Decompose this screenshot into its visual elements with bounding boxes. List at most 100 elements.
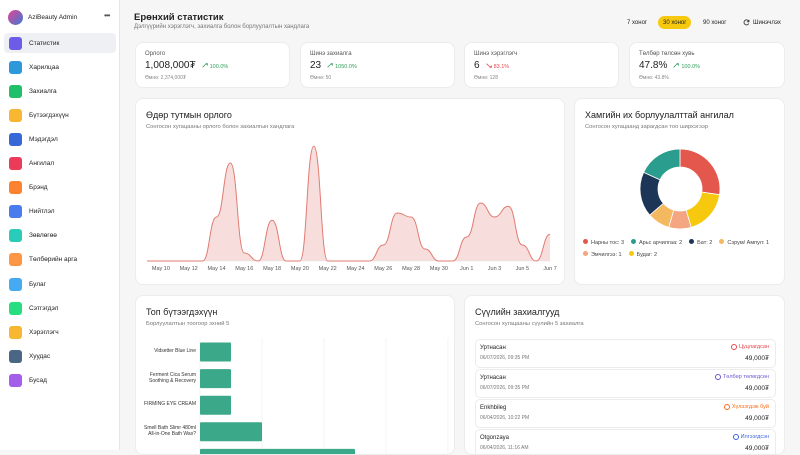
menu-item[interactable]: Мэдэгдэл	[4, 129, 116, 149]
legend-label: Нарны тос	[591, 240, 621, 246]
order-item[interactable]: Otgonzaya 06/04/2026, 11:16 AM Илгээгдсэн 4…	[475, 429, 776, 454]
more-button[interactable]: •••	[104, 11, 110, 20]
menu-item[interactable]: Захиалга	[4, 81, 116, 101]
refresh-button[interactable]: Шинэчлэх	[738, 16, 786, 29]
range-button[interactable]: 7 хоног	[627, 19, 648, 26]
sidebar: AziBeauty Admin ••• Статистик Харилцаа Зах…	[0, 0, 120, 450]
order-item[interactable]: Уртнасан 06/07/2026, 09:35 PM Цуцлагдсан 49…	[475, 339, 776, 368]
menu-item[interactable]: Ангилал	[4, 154, 116, 174]
menu-item[interactable]: Бүтээгдэхүүн	[4, 105, 116, 125]
menu-label: Төлбөрийн арга	[29, 256, 78, 264]
kpi-previous: Өмнө: 128	[474, 75, 498, 81]
kpi-card: Шинэ хэрэглэгч 6 83.1% Өмнө: 128	[464, 42, 619, 88]
legend-item: Эмчилгээ1	[583, 251, 622, 258]
x-tick-label: May 22	[319, 266, 337, 272]
range-button[interactable]: 90 хоног	[703, 19, 727, 26]
legend-item: Сэрум/ Ампул1	[719, 239, 769, 246]
menu-label: Сэтгэгдэл	[29, 304, 59, 312]
kpi-previous: Өмнө: 43.8%	[639, 75, 669, 81]
menu-item[interactable]: Статистик	[4, 33, 116, 53]
legend-value: 1	[618, 252, 622, 258]
menu-item[interactable]: Хуудас	[4, 346, 116, 366]
legend-value: 1	[766, 240, 770, 246]
card-subtitle: Сонгосон хугацааны сүүлийн 5 захиалга	[475, 321, 584, 327]
kpi-card: Орлого 1,008,000₮ 100.0% Өмнө: 2,374,000₮	[135, 42, 290, 88]
x-tick-label: May 24	[346, 266, 364, 272]
menu-item[interactable]: Булаг	[4, 274, 116, 294]
menu-item[interactable]: Хэрэглэгч	[4, 322, 116, 342]
kpi-change: 1050.0%	[327, 63, 357, 70]
menu-icon	[9, 373, 22, 387]
legend-label: Сэрум/ Ампул	[727, 240, 766, 246]
menu-item[interactable]: Нийтлэл	[4, 202, 116, 222]
x-tick-label: May 14	[207, 266, 225, 272]
kpi-previous: Өмнө: 2,374,000₮	[145, 75, 186, 81]
legend-swatch	[583, 251, 588, 256]
menu-item[interactable]: Төлбөрийн арга	[4, 250, 116, 270]
range-button[interactable]: 30 хоног	[658, 16, 692, 29]
status-icon	[714, 374, 721, 380]
menu-label: Хуудас	[29, 352, 51, 360]
legend-label: Арьс арчилгаа	[639, 240, 679, 246]
legend-swatch	[689, 239, 695, 244]
menu-item[interactable]: Брэнд	[4, 178, 116, 198]
legend-label: Эмчилгээ	[591, 252, 619, 258]
menu-item[interactable]: Харилцаа	[4, 57, 116, 77]
trend-icon	[201, 63, 208, 68]
status-icon	[723, 404, 730, 410]
x-tick-label: May 16	[235, 266, 253, 272]
kpi-card: Шинэ захиалга 23 1050.0% Өмнө: 50	[300, 42, 455, 88]
x-tick-label: May 28	[402, 266, 420, 272]
menu-item[interactable]: Сэтгэгдэл	[4, 298, 116, 318]
bar	[200, 422, 262, 442]
card-subtitle: Сонгосон хугацаанд зарагдсан тоо ширхэгэ…	[585, 124, 709, 130]
category-card: Хамгийн их борлуулалттай ангилал Сонгосо…	[574, 98, 785, 285]
menu-item[interactable]: Зөвлөгөө	[4, 226, 116, 246]
menu-icon	[9, 132, 22, 146]
kpi-change: 100.0%	[673, 63, 700, 70]
orders-card: Сүүлийн захиалгууд Сонгосон хугацааны сү…	[464, 295, 785, 455]
trend-arrow	[485, 63, 492, 68]
kpi-label: Шинэ хэрэглэгч	[474, 51, 518, 57]
order-item[interactable]: Enkhbileg 06/04/2026, 10:22 PM Хүлээгдэж б…	[475, 399, 776, 428]
menu-label: Брэнд	[29, 184, 48, 192]
order-name: Enkhbileg	[480, 405, 507, 411]
legend-label: Бат	[697, 240, 709, 246]
menu-icon	[9, 36, 22, 50]
kpi-change-value: 83.1%	[493, 64, 510, 70]
kpi-change: 83.1%	[485, 63, 510, 70]
menu-icon	[9, 205, 22, 219]
card-title: Сүүлийн захиалгууд	[475, 307, 560, 317]
menu-icon	[9, 157, 22, 170]
menu-icon	[9, 181, 22, 195]
trend-icon	[327, 63, 333, 68]
order-date: 06/04/2026, 10:22 PM	[480, 415, 530, 421]
card-title: Өдөр тутмын орлого	[146, 110, 232, 120]
menu-icon	[9, 60, 22, 74]
y-tick-label: Vidsetter Blue Line	[154, 348, 196, 355]
x-tick-label: May 30	[430, 266, 448, 272]
menu-icon	[9, 229, 22, 243]
order-amount: 49,000₮	[745, 355, 769, 362]
x-tick-label: May 26	[374, 266, 392, 272]
menu-item[interactable]: Бусад	[4, 370, 116, 390]
menu-label: Статистик	[29, 39, 60, 47]
kpi-change-value: 1050.0%	[335, 64, 357, 70]
products-card: Топ бүтээгдэхүүн Борлуулалтын тоогоор эх…	[135, 295, 455, 455]
legend-value: 2	[653, 252, 658, 258]
legend-item: Арьс арчилгаа2	[631, 239, 682, 246]
menu-label: Булаг	[29, 280, 47, 288]
x-tick-label: Jun 3	[488, 266, 501, 272]
order-item[interactable]: Уртнасан 06/07/2026, 09:35 PM Төлбөр төлөг…	[475, 369, 776, 398]
menu-label: Зөвлөгөө	[29, 232, 57, 240]
menu-label: Бүтээгдэхүүн	[29, 111, 69, 119]
bar	[200, 395, 231, 415]
menu-label: Харилцаа	[29, 63, 59, 71]
page-title: Ерөнхий статистик	[134, 12, 224, 23]
line	[147, 145, 551, 262]
kpi-value: 1,008,000₮	[145, 60, 196, 71]
menu-label: Хэрэглэгч	[29, 328, 59, 336]
menu-label: Нийтлэл	[29, 208, 55, 216]
trend-arrow	[673, 63, 680, 68]
